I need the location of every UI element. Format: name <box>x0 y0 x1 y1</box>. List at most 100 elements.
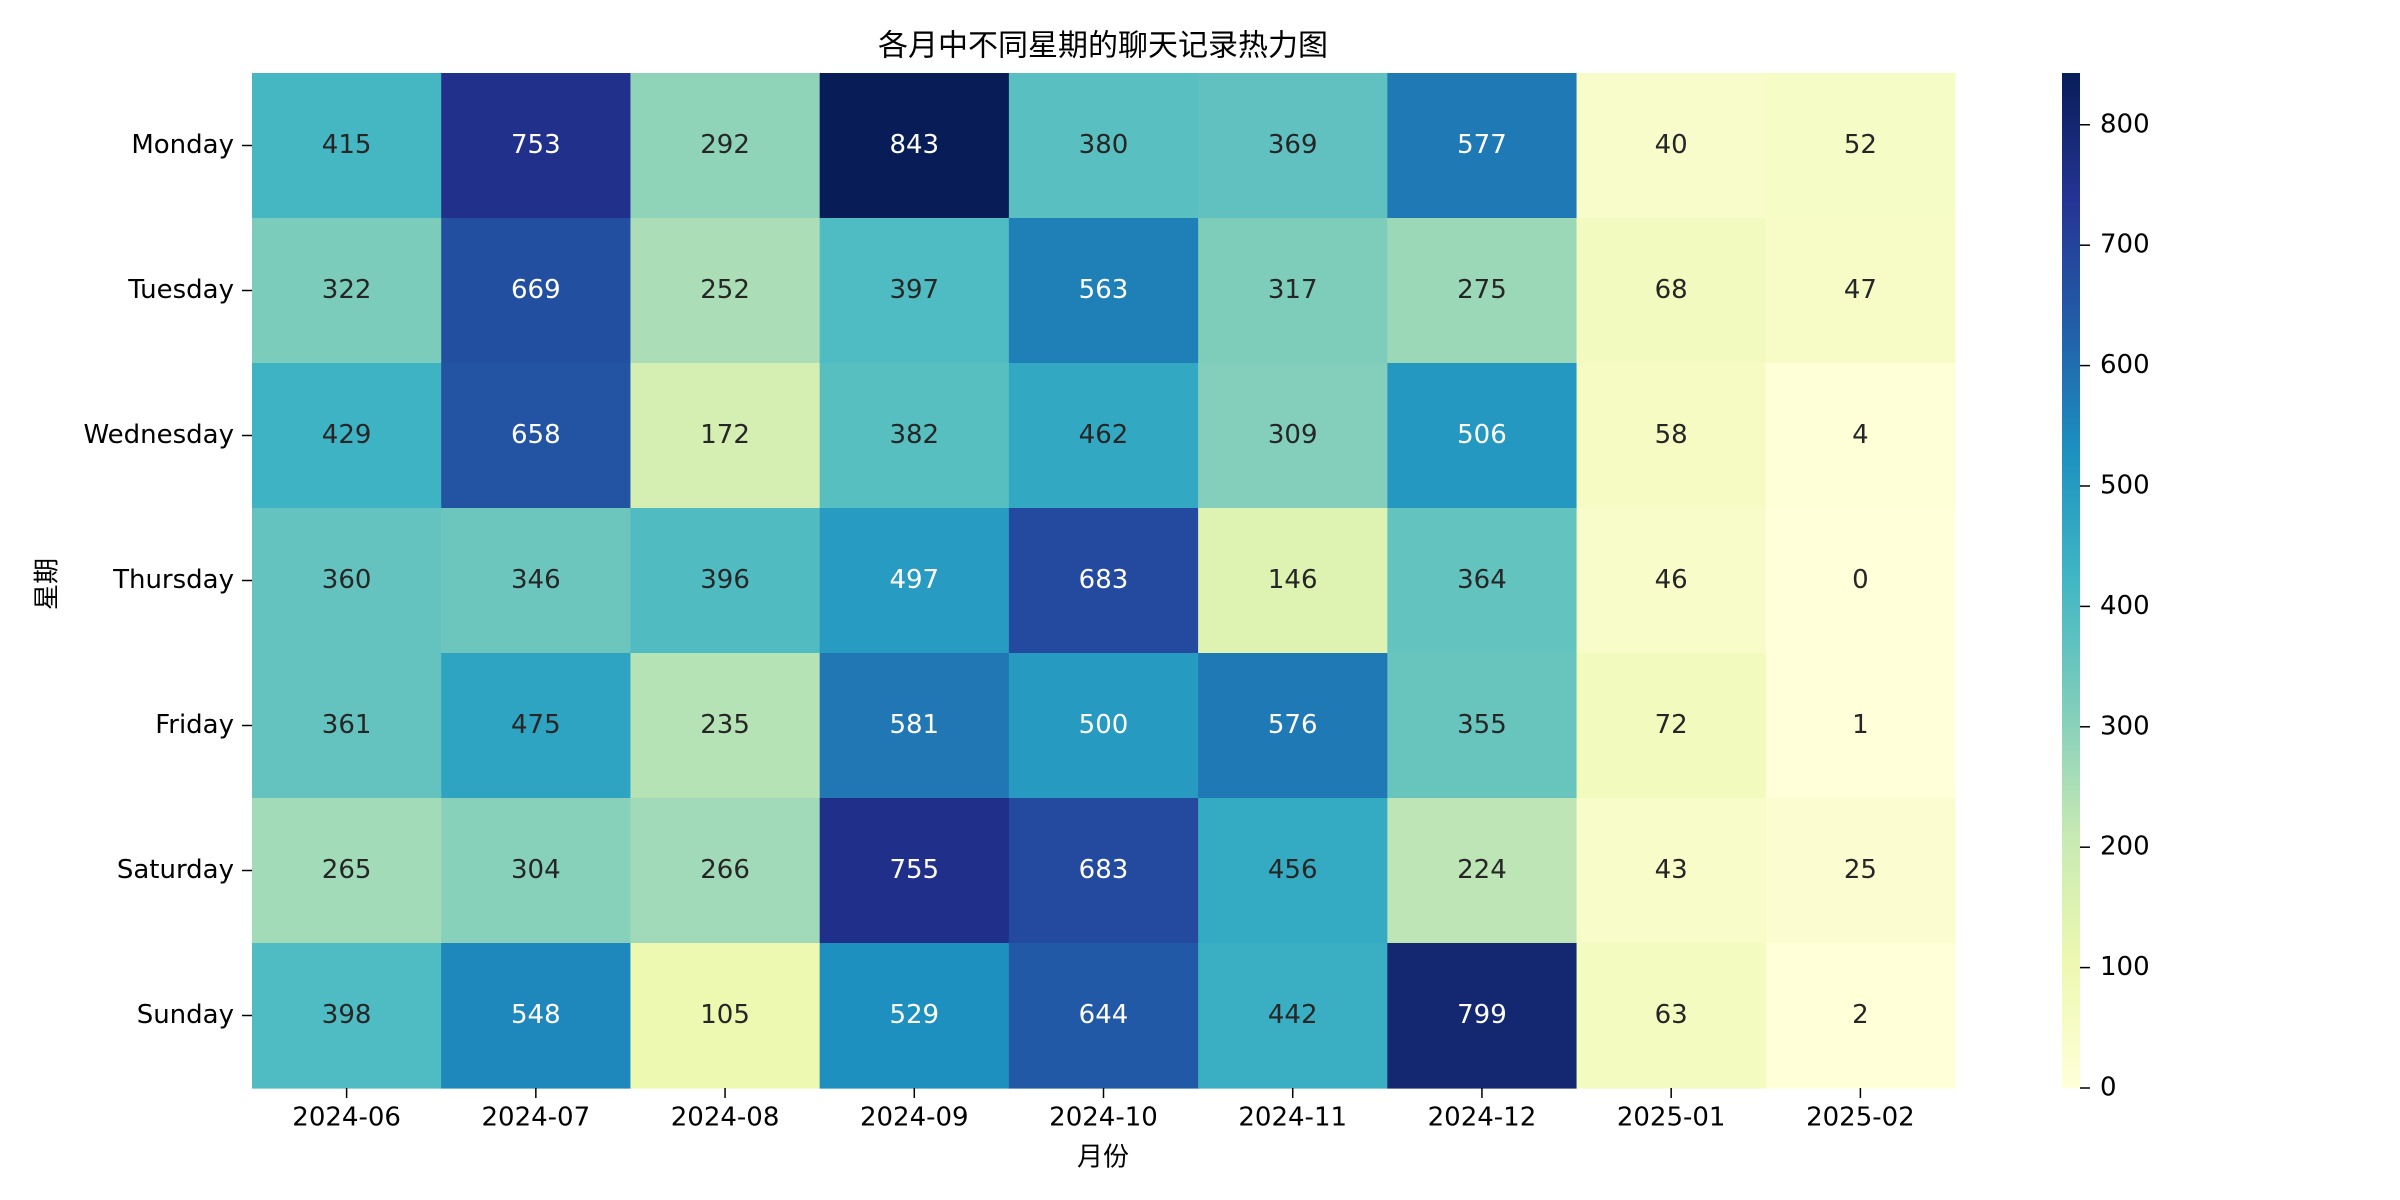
cell-value-label: 669 <box>511 275 561 305</box>
cell-value-label: 475 <box>511 710 561 740</box>
heatmap-cell <box>1008 798 1199 944</box>
cell-value-label: 322 <box>322 275 372 305</box>
cell-value-label: 40 <box>1655 130 1688 160</box>
heatmap-cell <box>1765 798 1956 944</box>
cell-value-label: 224 <box>1457 855 1507 885</box>
heatmap-cell <box>819 73 1010 219</box>
cell-value-label: 396 <box>700 565 750 595</box>
cell-value-label: 172 <box>700 420 750 450</box>
heatmap-cell <box>252 653 442 799</box>
heatmap-cell <box>1765 218 1956 364</box>
cell-value-label: 47 <box>1844 275 1877 305</box>
colorbar-tick-label: 0 <box>2100 1073 2117 1103</box>
heatmap-cell <box>1765 943 1956 1089</box>
cell-value-label: 397 <box>889 275 939 305</box>
cell-value-label: 529 <box>889 1000 939 1030</box>
cell-value-label: 58 <box>1655 420 1688 450</box>
cell-value-label: 265 <box>322 855 372 885</box>
heatmap-cell <box>630 363 821 509</box>
cell-value-label: 105 <box>700 1000 750 1030</box>
heatmap-cell <box>1387 218 1578 364</box>
cell-value-label: 382 <box>889 420 939 450</box>
heatmap-cell <box>1765 363 1956 509</box>
y-tick-label: Friday <box>155 710 234 740</box>
cell-value-label: 581 <box>889 710 939 740</box>
cell-value-label: 380 <box>1079 130 1129 160</box>
heatmap-cell <box>1198 363 1388 509</box>
colorbar-tick-label: 700 <box>2100 230 2150 260</box>
cell-value-label: 644 <box>1079 1000 1129 1030</box>
cell-value-label: 355 <box>1457 710 1507 740</box>
heatmap-cell <box>1387 943 1578 1089</box>
cell-value-label: 4 <box>1852 420 1869 450</box>
x-tick-label: 2024-12 <box>1428 1103 1537 1133</box>
cell-value-label: 360 <box>322 565 372 595</box>
cell-value-label: 415 <box>322 130 372 160</box>
cell-value-label: 548 <box>511 1000 561 1030</box>
cell-value-label: 576 <box>1268 710 1318 740</box>
colorbar-tick-label: 600 <box>2100 350 2150 380</box>
cell-value-label: 369 <box>1268 130 1318 160</box>
cell-value-label: 317 <box>1268 275 1318 305</box>
heatmap-cell <box>1198 798 1388 944</box>
heatmap-cell <box>630 218 821 364</box>
colorbar-tick-label: 200 <box>2100 832 2150 862</box>
cell-value-label: 683 <box>1079 855 1129 885</box>
heatmap-cell <box>819 943 1010 1089</box>
heatmap-cell <box>1198 653 1388 799</box>
cell-value-label: 266 <box>700 855 750 885</box>
y-axis-label: 星期 <box>33 558 63 610</box>
cell-value-label: 46 <box>1655 565 1688 595</box>
heatmap-cell <box>819 363 1010 509</box>
heatmap-cell <box>252 508 442 654</box>
cell-value-label: 63 <box>1655 1000 1688 1030</box>
x-axis: 2024-06 2024-07 2024-08 2024-09 2024-10 2024-… <box>292 1088 1915 1133</box>
y-tick-label: Thursday <box>112 565 234 595</box>
cell-value-label: 309 <box>1268 420 1318 450</box>
cell-value-label: 72 <box>1655 710 1688 740</box>
heatmap-cell <box>819 218 1010 364</box>
x-tick-label: 2024-11 <box>1238 1103 1347 1133</box>
heatmap-cell <box>1576 798 1767 944</box>
x-tick-label: 2024-07 <box>482 1103 591 1133</box>
x-tick-label: 2024-06 <box>292 1103 401 1133</box>
x-axis-label: 月份 <box>1077 1143 1129 1173</box>
heatmap-cell <box>1008 508 1199 654</box>
heatmap-cell <box>1008 653 1199 799</box>
heatmap-cell <box>630 73 821 219</box>
heatmap-cell <box>1387 508 1578 654</box>
heatmap-cell <box>1576 363 1767 509</box>
heatmap-cell <box>252 218 442 364</box>
cell-value-label: 364 <box>1457 565 1507 595</box>
heatmap-cell <box>441 943 632 1089</box>
heatmap-cell <box>1008 73 1199 219</box>
heatmap-cell <box>1198 508 1388 654</box>
heatmap-cell <box>1008 943 1199 1089</box>
heatmap-cell <box>1576 218 1767 364</box>
cell-value-label: 429 <box>322 420 372 450</box>
colorbar-gradient <box>2062 73 2080 1088</box>
cell-value-label: 506 <box>1457 420 1507 450</box>
heatmap-cell <box>441 73 632 219</box>
cell-value-label: 683 <box>1079 565 1129 595</box>
cell-value-label: 235 <box>700 710 750 740</box>
heatmap-cell <box>1765 653 1956 799</box>
cell-value-label: 755 <box>889 855 939 885</box>
heatmap-cell <box>1387 798 1578 944</box>
x-tick-label: 2024-10 <box>1049 1103 1158 1133</box>
heatmap-cell <box>1765 73 1956 219</box>
cell-value-label: 68 <box>1655 275 1688 305</box>
x-tick-label: 2024-09 <box>860 1103 969 1133</box>
heatmap-cell <box>1198 73 1388 219</box>
colorbar-tick-label: 100 <box>2100 952 2150 982</box>
heatmap-cell <box>1008 218 1199 364</box>
heatmap-cell <box>252 363 442 509</box>
y-axis: Monday Tuesday Wednesday Thursday Friday Satu… <box>83 130 252 1030</box>
cell-value-label: 146 <box>1268 565 1318 595</box>
chart-title: 各月中不同星期的聊天记录热力图 <box>878 29 1328 64</box>
cell-value-label: 275 <box>1457 275 1507 305</box>
cell-value-label: 456 <box>1268 855 1318 885</box>
cell-value-label: 0 <box>1852 565 1869 595</box>
heatmap-cell <box>630 653 821 799</box>
